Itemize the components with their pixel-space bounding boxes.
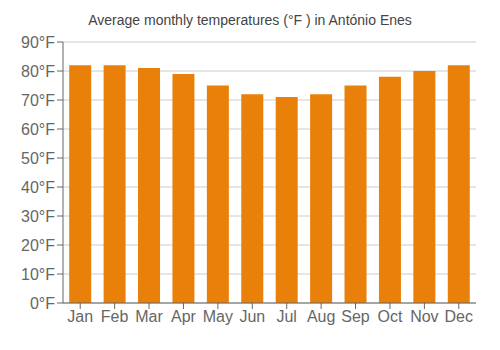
svg-text:70°F: 70°F [21, 92, 55, 109]
svg-text:Jul: Jul [276, 308, 296, 325]
svg-text:Feb: Feb [101, 308, 129, 325]
svg-text:20°F: 20°F [21, 237, 55, 254]
html-text:Average monthly temperatures (: Average monthly temperatures (°F ) in An… [88, 12, 412, 28]
svg-text:60°F: 60°F [21, 121, 55, 138]
svg-text:80°F: 80°F [21, 63, 55, 80]
svg-text:Jan: Jan [67, 308, 93, 325]
svg-text:40°F: 40°F [21, 179, 55, 196]
svg-text:50°F: 50°F [21, 150, 55, 167]
svg-text:Aug: Aug [307, 308, 335, 325]
svg-text:Nov: Nov [410, 308, 438, 325]
svg-text:90°F: 90°F [21, 34, 55, 51]
svg-text:30°F: 30°F [21, 208, 55, 225]
svg-text:Mar: Mar [135, 308, 163, 325]
svg-text:Sep: Sep [341, 308, 370, 325]
svg-text:Jun: Jun [239, 308, 265, 325]
svg-text:Apr: Apr [171, 308, 197, 325]
svg-text:Oct: Oct [378, 308, 403, 325]
svg-text:May: May [203, 308, 233, 325]
svg-text:0°F: 0°F [30, 295, 55, 312]
svg-text:Dec: Dec [445, 308, 473, 325]
svg-text:10°F: 10°F [21, 266, 55, 283]
